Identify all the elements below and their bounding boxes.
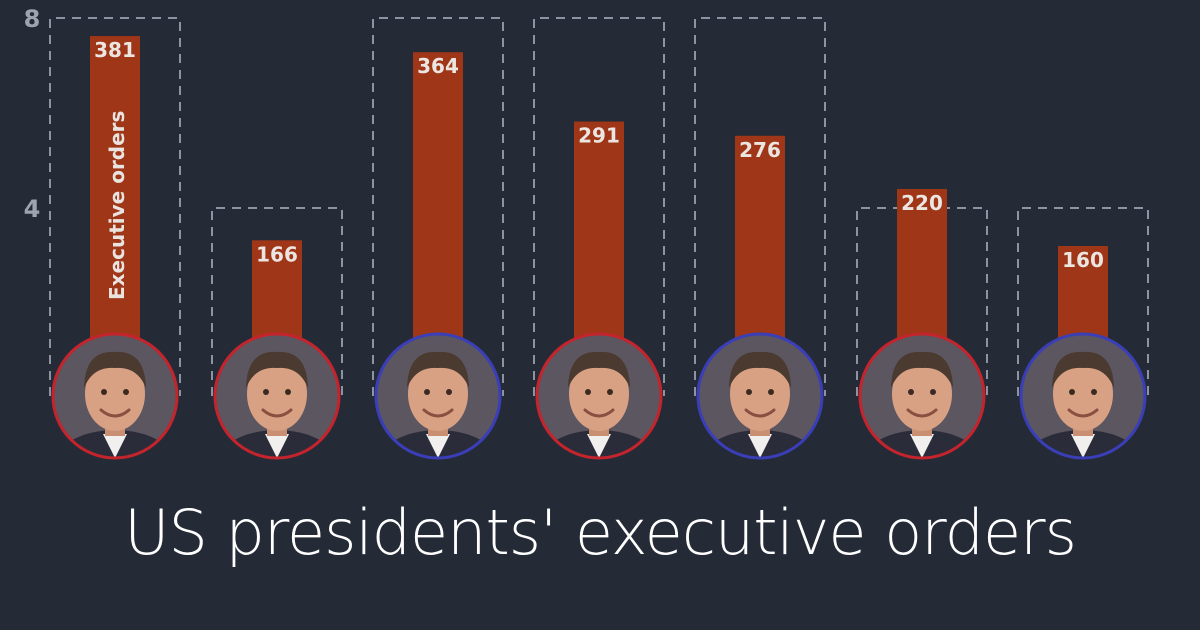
term-box-0 (49, 17, 181, 396)
y-axis-label: Executive orders (105, 111, 129, 300)
reagan-portrait-icon (51, 332, 179, 460)
bush-jr-portrait-icon (535, 332, 663, 460)
portraits (51, 332, 1147, 460)
term-box-3 (533, 17, 665, 396)
value-label-1: 166 (256, 242, 298, 266)
y-tick-label-4: 4 (24, 195, 41, 223)
term-boxes (49, 17, 1149, 396)
value-label-5: 220 (901, 191, 943, 215)
chart-title: US presidents' executive orders (124, 496, 1077, 569)
value-label-4: 276 (739, 138, 781, 162)
value-label-3: 291 (578, 124, 620, 148)
clinton-portrait-icon (374, 332, 502, 460)
trump-portrait-icon (858, 332, 986, 460)
y-axis-ticks: 48 (24, 5, 41, 223)
value-labels: 381 166 364 291 276 220 160 (94, 38, 1104, 272)
biden-portrait-icon (1019, 332, 1147, 460)
bush-sr-portrait-icon (213, 332, 341, 460)
term-box-2 (372, 17, 504, 396)
term-box-4 (694, 17, 826, 396)
value-label-0: 381 (94, 38, 136, 62)
value-label-2: 364 (417, 54, 459, 78)
value-label-6: 160 (1062, 248, 1104, 272)
obama-portrait-icon (696, 332, 824, 460)
y-tick-label-8: 8 (24, 5, 41, 33)
